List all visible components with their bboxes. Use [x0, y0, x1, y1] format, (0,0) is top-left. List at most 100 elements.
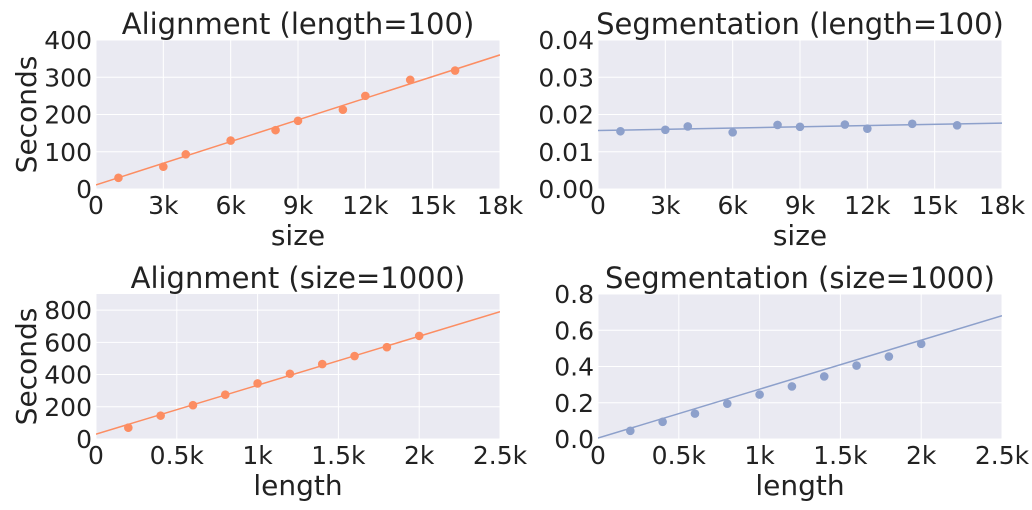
x-tick-label: 2.5k	[473, 441, 528, 470]
data-point	[787, 382, 797, 391]
x-tick-label: 1k	[744, 441, 775, 470]
x-tick-label: 12k	[342, 191, 389, 220]
data-point	[952, 121, 962, 130]
data-point	[156, 411, 165, 420]
x-axis-label: size	[271, 219, 325, 252]
y-tick-label: 0.6	[554, 316, 594, 345]
x-tick-label: 15k	[912, 191, 959, 220]
x-axis-label: size	[773, 219, 827, 252]
chart-panel-4: 0 0.5k 1k 1.5k 2k 2.5k 0.0 0.2 0.4 0.6 0.8 Segmenta…	[554, 261, 1029, 502]
x-tick-label: 2k	[906, 441, 937, 470]
data-point	[884, 352, 894, 361]
data-point	[124, 423, 133, 433]
y-tick-label: 0.0	[554, 425, 594, 454]
data-point	[317, 359, 327, 369]
chart-title: Segmentation (length=100)	[596, 7, 1004, 41]
x-tick-label: 15k	[410, 191, 457, 220]
y-tick-label: 200	[44, 393, 92, 422]
chart-title: Segmentation (size=1000)	[605, 261, 995, 295]
y-tick-label: 800	[44, 296, 92, 325]
y-tick-label: 0	[76, 425, 92, 454]
data-point	[840, 120, 850, 129]
x-tick-label: 0	[88, 191, 104, 220]
data-point	[626, 426, 635, 436]
x-tick-label: 1.5k	[813, 441, 868, 470]
y-tick-label: 400	[44, 26, 92, 55]
x-tick-label: 3k	[650, 191, 681, 220]
y-tick-label: 200	[44, 101, 92, 130]
data-point	[661, 125, 670, 135]
x-tick-label: 12k	[844, 191, 891, 220]
data-point	[414, 331, 424, 341]
x-tick-label: 2.5k	[975, 441, 1030, 470]
data-point	[722, 399, 732, 408]
x-tick-label: 6k	[717, 191, 748, 220]
x-tick-label: 6k	[215, 191, 246, 220]
fit-line	[598, 315, 1002, 439]
x-tick-label: 9k	[283, 191, 314, 220]
y-tick-label: 0.02	[538, 101, 594, 130]
y-tick-label: 0.01	[538, 138, 594, 167]
data-point	[114, 173, 123, 183]
x-tick-label: 9k	[785, 191, 816, 220]
chart-title: Alignment (size=1000)	[131, 261, 466, 295]
chart-title: Alignment (length=100)	[122, 7, 475, 41]
data-point	[271, 125, 280, 135]
data-point	[405, 75, 415, 85]
data-point	[683, 122, 693, 131]
x-tick-label: 0	[88, 441, 104, 470]
y-tick-label: 0.00	[538, 175, 594, 204]
data-point	[616, 126, 625, 136]
x-tick-label: 18k	[477, 191, 524, 220]
data-point	[293, 116, 303, 126]
data-point	[159, 162, 168, 171]
y-tick-label: 0.2	[554, 389, 594, 418]
data-point	[350, 351, 359, 361]
x-tick-label: 0	[590, 441, 606, 470]
data-point	[795, 122, 805, 132]
x-tick-label: 18k	[979, 191, 1026, 220]
y-axis-label: Seconds	[10, 308, 43, 426]
data-point	[361, 91, 370, 101]
data-point	[181, 150, 191, 159]
data-point	[450, 66, 460, 75]
x-tick-label: 0	[590, 191, 606, 220]
data-point	[773, 120, 782, 130]
x-tick-label: 1.5k	[311, 441, 366, 470]
data-point	[658, 417, 667, 427]
data-point	[188, 400, 198, 410]
y-tick-label: 0.04	[538, 26, 594, 55]
data-point	[253, 379, 262, 388]
y-tick-label: 0.8	[554, 280, 594, 309]
chart-panel-3: 0 0.5k 1k 1.5k 2k 2.5k 0 200 400 600 800 Alignment …	[10, 261, 528, 502]
y-tick-label: 300	[44, 63, 92, 92]
data-point	[226, 136, 235, 145]
data-point	[863, 124, 872, 133]
plot-area	[96, 294, 500, 439]
x-tick-label: 1k	[242, 441, 273, 470]
data-point	[907, 119, 917, 129]
x-axis-label: length	[253, 469, 342, 502]
y-tick-label: 0.03	[538, 63, 594, 92]
y-axis-label: Seconds	[10, 56, 43, 174]
data-point	[916, 339, 926, 349]
data-point	[728, 128, 737, 137]
chart-panel-2: 0 3k 6k 9k 12k 15k 18k 0.00 0.01 0.02 0.03 0.04 Segm…	[538, 7, 1025, 252]
data-point	[852, 361, 861, 370]
x-tick-label: 0.5k	[652, 441, 707, 470]
y-tick-label: 0.4	[554, 353, 594, 382]
data-point	[285, 369, 295, 379]
x-tick-label: 2k	[404, 441, 435, 470]
x-tick-label: 3k	[148, 191, 179, 220]
y-tick-label: 0	[76, 175, 92, 204]
y-tick-label: 100	[44, 138, 92, 167]
data-point	[690, 409, 700, 418]
data-point	[338, 105, 348, 114]
y-tick-label: 400	[44, 361, 92, 390]
y-tick-label: 600	[44, 328, 92, 357]
x-tick-label: 0.5k	[150, 441, 205, 470]
chart-panel-1: 0 3k 6k 9k 12k 15k 18k 0 100 200 300 400 Alignment (…	[10, 7, 524, 252]
data-point	[382, 342, 392, 352]
data-point	[819, 372, 829, 381]
